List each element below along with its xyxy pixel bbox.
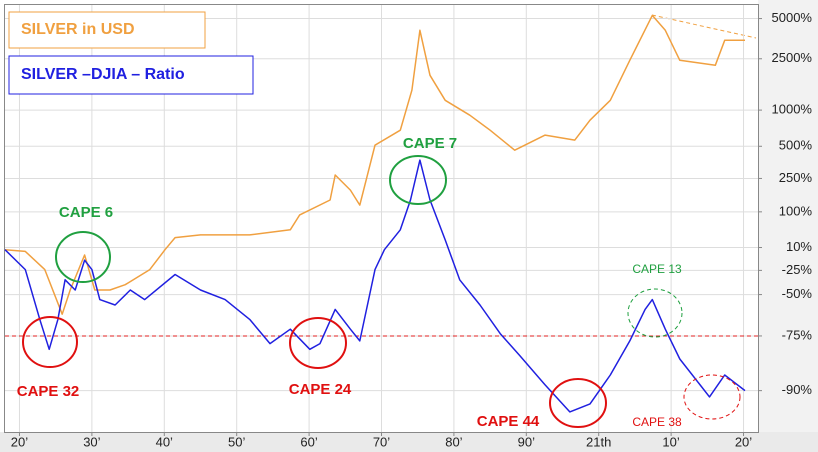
x-tick-label: 21th [586,434,611,449]
x-tick-label: 50’ [228,434,245,449]
x-tick-label: 80’ [445,434,462,449]
annotation-ellipse [55,231,111,283]
y-tick-label: 100% [779,203,813,218]
annotation-ellipse [389,155,447,205]
x-tick-label: 70’ [373,434,390,449]
annotation-label: CAPE 13 [632,262,682,276]
y-tick-label: -90% [782,382,813,397]
annotation-ellipse [549,378,607,428]
series-line [4,14,745,315]
y-tick-label: -50% [782,286,813,301]
y-tick-label: -25% [782,262,813,277]
y-tick-label: 500% [779,138,813,153]
bottom-axis-band [0,432,818,452]
legend-box [8,11,206,49]
legend-label: SILVER –DJIA – Ratio [21,66,185,83]
annotation-ellipse [683,374,741,420]
annotation-label: CAPE 7 [403,135,457,152]
annotation-label: CAPE 38 [632,415,682,429]
annotation-label: CAPE 6 [59,204,113,221]
x-tick-label: 30’ [83,434,100,449]
y-tick-label: 250% [779,170,813,185]
annotation-ellipse [289,317,347,369]
y-tick-label: 1000% [772,102,813,117]
x-tick-label: 10’ [662,434,679,449]
legend-box [8,55,254,95]
y-tick-label: 5000% [772,10,813,25]
right-axis-band [758,0,818,452]
annotation-label: CAPE 32 [17,383,80,400]
x-tick-label: 20’ [11,434,28,449]
legend-label: SILVER in USD [21,21,135,38]
y-tick-label: 2500% [772,50,813,65]
x-tick-label: 90’ [518,434,535,449]
x-tick-label: 60’ [300,434,317,449]
annotation-ellipse [627,288,683,338]
x-tick-label: 40’ [156,434,173,449]
annotation-label: CAPE 44 [477,413,540,430]
x-tick-label: 20’ [735,434,752,449]
y-tick-label: -75% [782,327,813,342]
y-tick-label: 10% [786,239,812,254]
annotation-label: CAPE 24 [289,381,352,398]
annotation-ellipse [22,316,78,368]
series-line [4,159,746,413]
